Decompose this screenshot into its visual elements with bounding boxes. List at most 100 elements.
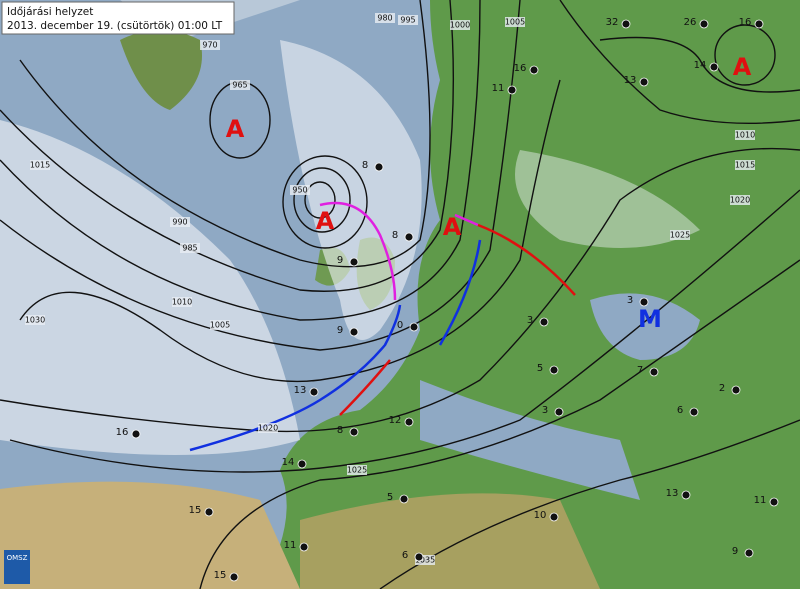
isobar — [599, 36, 800, 93]
station — [414, 552, 424, 562]
temperature: 8 — [392, 230, 398, 241]
isobar-label-bg — [670, 230, 690, 240]
header-subtitle: 2013. december 19. (csütörtök) 01:00 LT — [7, 20, 223, 32]
isobar-label-bg — [347, 465, 367, 475]
isobar-label: 1015 — [30, 161, 50, 170]
pressure-center: M — [638, 305, 662, 333]
station — [699, 19, 709, 29]
temperature: 14 — [694, 60, 707, 71]
pressure-center: A — [226, 115, 245, 143]
isobar — [559, 0, 800, 125]
isobar — [0, 0, 521, 351]
station — [689, 407, 699, 417]
isobar-label: 1020 — [730, 196, 750, 205]
temperature: 8 — [362, 160, 368, 171]
station — [404, 417, 414, 427]
isobar-label-bg — [25, 315, 45, 325]
station — [204, 507, 214, 517]
temperature: 2 — [719, 383, 725, 394]
warm-front — [339, 359, 391, 416]
temperature: 6 — [402, 550, 408, 561]
isobar — [304, 181, 336, 219]
greenland — [120, 30, 202, 110]
isobar-label: 1030 — [25, 316, 45, 325]
station — [709, 62, 719, 72]
isobar — [0, 0, 481, 321]
isobar — [19, 79, 561, 383]
temperature: 0 — [397, 320, 403, 331]
temperature: 11 — [284, 540, 297, 551]
isobar-label: 1015 — [735, 161, 755, 170]
land-africa-east — [300, 493, 600, 589]
isobar-label-bg — [258, 423, 278, 433]
temperature: 16 — [116, 427, 129, 438]
isobar-label-bg — [375, 13, 395, 23]
temperature: 14 — [282, 457, 295, 468]
isobar-label-bg — [210, 320, 230, 330]
station — [649, 367, 659, 377]
isobar-label-bg — [505, 17, 525, 27]
station — [539, 317, 549, 327]
temperature: 5 — [387, 492, 393, 503]
isobar-label-bg — [290, 185, 310, 195]
isobar-label: 990 — [172, 218, 187, 227]
temperature: 9 — [732, 546, 738, 557]
station — [554, 407, 564, 417]
warm-front — [477, 223, 576, 296]
station — [621, 19, 631, 29]
temperature: 12 — [389, 415, 402, 426]
isobar — [293, 167, 351, 233]
isobar — [199, 259, 800, 589]
land-europe — [260, 0, 800, 589]
station — [299, 542, 309, 552]
isobar — [714, 24, 776, 86]
isobar — [282, 155, 368, 249]
isobar-label-bg — [180, 243, 200, 253]
isobar-label-bg — [230, 80, 250, 90]
temperature: 3 — [627, 295, 633, 306]
station — [549, 512, 559, 522]
station — [399, 494, 409, 504]
station — [529, 65, 539, 75]
isobar-label: 965 — [232, 81, 247, 90]
isobar-label: 950 — [292, 186, 307, 195]
isobar-label: 1010 — [172, 298, 192, 307]
isobar-label: 980 — [377, 14, 392, 23]
isobar-label-bg — [30, 160, 50, 170]
logo: OMSZ — [7, 554, 28, 562]
pressure-center: A — [443, 213, 462, 241]
isobar-label: 1020 — [258, 424, 278, 433]
isobar-label-bg — [735, 130, 755, 140]
temperature: 6 — [677, 405, 683, 416]
header-title: Időjárási helyzet — [7, 6, 93, 18]
station — [131, 429, 141, 439]
station — [349, 327, 359, 337]
station — [409, 322, 419, 332]
station — [349, 257, 359, 267]
station — [754, 19, 764, 29]
station — [549, 365, 559, 375]
station — [731, 385, 741, 395]
isobar — [0, 0, 455, 292]
occluded-front — [319, 201, 397, 301]
isobar-label: 970 — [202, 41, 217, 50]
isobar-label-bg — [730, 195, 750, 205]
pressure-center: A — [316, 207, 335, 235]
station — [404, 232, 414, 242]
cloud-east — [515, 150, 700, 248]
temperature: 16 — [514, 63, 527, 74]
temperature: 13 — [624, 75, 637, 86]
isobar-label-bg — [170, 217, 190, 227]
isobar-label-bg — [450, 20, 470, 30]
isobar-label-bg — [200, 40, 220, 50]
station — [507, 85, 517, 95]
temperature: 15 — [189, 505, 202, 516]
fronts — [189, 201, 576, 452]
cold-front — [438, 239, 482, 346]
isobar-label: 1010 — [735, 131, 755, 140]
station — [681, 490, 691, 500]
pressure-center: A — [733, 53, 752, 81]
isobar — [19, 0, 431, 268]
isobar-label: 1025 — [347, 466, 367, 475]
